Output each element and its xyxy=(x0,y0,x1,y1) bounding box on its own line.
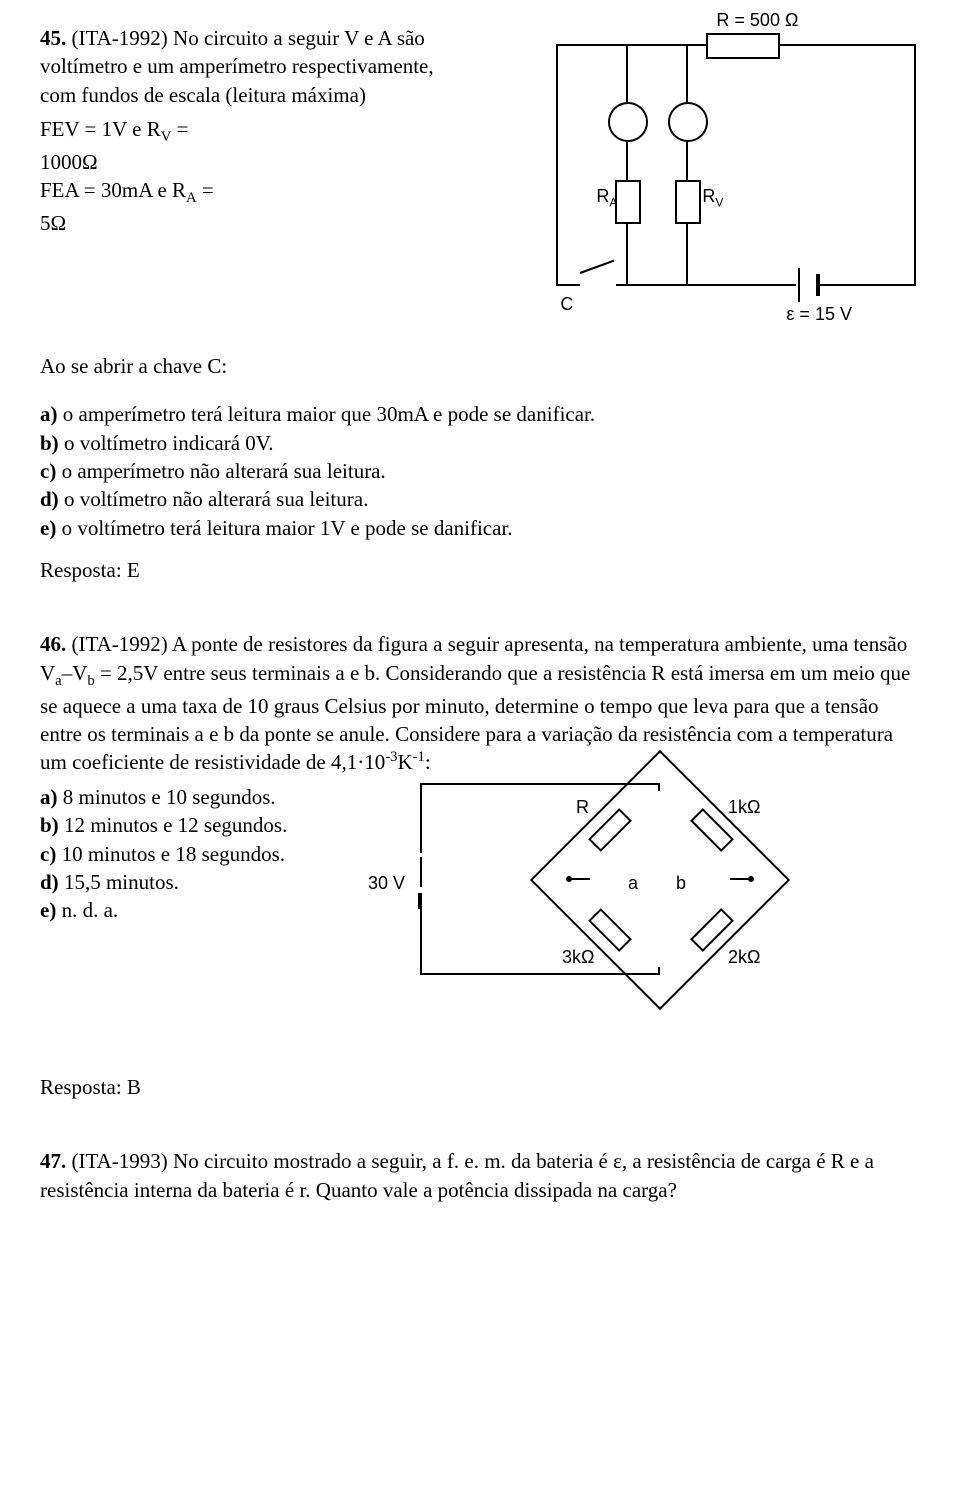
q45-opt-e: e) o voltímetro terá leitura maior 1V e … xyxy=(40,514,920,542)
q45-opt-d: d) o voltímetro não alterará sua leitura… xyxy=(40,485,920,513)
q46-answer: Resposta: B xyxy=(40,1073,920,1101)
q46-fig-R3k: 3kΩ xyxy=(562,947,594,967)
q46-opt-e: e) n. d. a. xyxy=(40,896,340,924)
q46-fig-R1k: 1kΩ xyxy=(728,797,760,817)
q46-fig-V: 30 V xyxy=(368,873,405,893)
q46-number: 46. xyxy=(40,632,66,656)
q45-fig-emf: ε = 15 V xyxy=(786,304,852,324)
q47-source: (ITA-1993) xyxy=(72,1149,168,1173)
q45-number: 45. xyxy=(40,26,66,50)
q45-opt-b: b) o voltímetro indicará 0V. xyxy=(40,429,920,457)
q45-line4: 5Ω xyxy=(40,209,466,237)
q46-opt-b: b) 12 minutos e 12 segundos. xyxy=(40,811,340,839)
q45-line3: FEA = 30mA e RA = xyxy=(40,176,466,209)
q45-stem: 45. (ITA-1992) No circuito a seguir V e … xyxy=(40,24,466,109)
q45-answer: Resposta: E xyxy=(40,556,920,584)
q46-fig-R: R xyxy=(576,797,589,817)
q46-opt-d: d) 15,5 minutos. xyxy=(40,868,340,896)
q45-fig-RV: R xyxy=(702,186,715,206)
q46-fig-a: a xyxy=(628,873,638,893)
q45-opt-c: c) o amperímetro não alterará sua leitur… xyxy=(40,457,920,485)
q45-line2: 1000Ω xyxy=(40,148,466,176)
q45-opt-a: a) o amperímetro terá leitura maior que … xyxy=(40,400,920,428)
q47-stem: 47. (ITA-1993) No circuito mostrado a se… xyxy=(40,1147,920,1204)
q45-fig-C: C xyxy=(560,294,573,314)
q45-fig-RA: R xyxy=(596,186,609,206)
q46-fig-R2k: 2kΩ xyxy=(728,947,760,967)
q45-after-open: Ao se abrir a chave C: xyxy=(40,352,920,380)
q46-fig-b: b xyxy=(676,873,686,893)
q45-line1: FEV = 1V e RV = xyxy=(40,115,466,148)
q47-number: 47. xyxy=(40,1149,66,1173)
q46-figure: 30 V R 1kΩ 3kΩ 2kΩ a b xyxy=(360,753,840,1033)
q46-opt-a: a) 8 minutos e 10 segundos. xyxy=(40,783,340,811)
q45-figure: R = 500 Ω ε = 15 V C RA RV xyxy=(526,24,920,324)
q45-fig-R: R = 500 Ω xyxy=(716,10,798,30)
q45-source: (ITA-1992) xyxy=(72,26,168,50)
q46-source: (ITA-1992) xyxy=(72,632,168,656)
q46-opt-c: c) 10 minutos e 18 segundos. xyxy=(40,840,340,868)
